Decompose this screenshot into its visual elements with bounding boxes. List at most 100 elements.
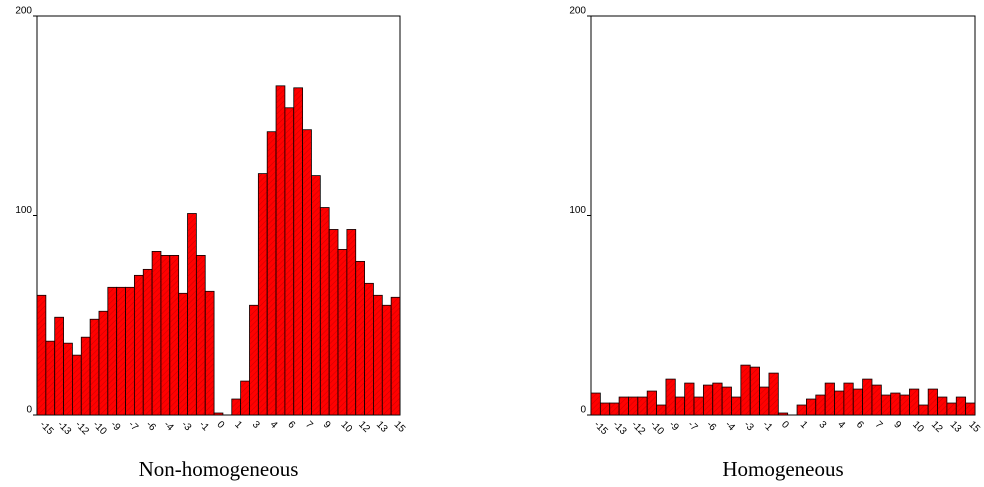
bar-hatch [591,393,601,415]
y-tick-label: 200 [569,6,586,17]
x-tick-label: 1 [798,419,810,431]
x-tick-label: 6 [285,419,297,431]
bar-hatch [37,295,46,415]
x-tick-label: 13 [948,419,964,435]
bar-hatch [862,379,872,415]
bar-hatch [815,395,826,415]
bar-hatch [928,389,938,415]
bar-hatch [759,387,769,415]
x-tick-label: -7 [685,419,699,433]
x-tick-label: -4 [723,419,737,433]
bar-hatch [125,287,135,415]
bar-hatch [900,395,910,415]
y-tick-label: 0 [26,405,32,416]
bar-hatch [134,275,144,415]
bar-hatch [276,85,285,415]
x-tick-label: 15 [392,419,408,435]
x-tick-label: 0 [215,419,227,431]
x-tick-label: -7 [126,419,140,433]
x-tick-label: 9 [321,419,333,431]
bar-hatch [338,249,347,415]
bar-hatch [391,297,400,415]
bar-hatch [311,175,321,415]
bar-hatch [81,337,91,415]
bar-hatch [609,403,620,415]
plot-frame [590,15,976,416]
y-tick-label: 0 [580,405,586,416]
bar-hatch [178,293,188,415]
x-tick-label: -3 [179,419,193,433]
bar-hatch [346,229,356,415]
y-tick-label: 200 [15,6,32,17]
x-tick-label: -12 [629,419,647,437]
x-tick-label: 3 [816,419,828,431]
x-tick-label: 4 [835,419,847,431]
bar-hatch [656,405,666,415]
x-tick-label: 7 [303,419,315,431]
bar-hatch [647,391,657,415]
x-tick-label: 3 [250,419,262,431]
bar-hatch [284,107,294,416]
x-tick-label: 15 [966,419,982,435]
bar-hatch [302,129,312,415]
x-tick-label: -10 [91,419,109,437]
bar-hatch [160,255,170,415]
bar-hatch [890,393,901,415]
bar-hatch [703,385,713,415]
bar-hatch [240,381,250,415]
bar-hatch [740,365,751,415]
bar-hatch [778,413,788,415]
bar-hatch [750,367,760,415]
bar-hatch [54,317,64,415]
bar-hatch [946,403,957,415]
x-tick-label: -1 [760,419,774,433]
bar-hatch [267,131,277,415]
bar-hatch [329,229,339,415]
x-tick-label: -6 [144,419,158,433]
x-tick-label: 10 [910,419,926,435]
bar-hatch [364,283,374,415]
bar-hatch [797,405,807,415]
x-tick-label: -9 [667,419,681,433]
bar-hatch [143,269,153,415]
bar-hatch [637,397,648,415]
x-tick-label: 0 [779,419,791,431]
x-tick-label: 1 [232,419,244,431]
bar-hatch [768,373,779,415]
bar-hatch [90,319,99,415]
x-tick-label: -1 [197,419,211,433]
bar-hatch [355,261,365,415]
bar-hatch [293,87,303,415]
bar-hatch [600,403,610,415]
bar-hatch [320,207,330,415]
x-tick-label: 10 [338,419,354,435]
chart-title: Non-homogeneous [139,457,299,481]
bar-hatch [214,413,223,415]
bar-hatch [965,403,975,415]
bar-hatch [731,397,741,415]
bar-hatch [98,311,108,415]
x-tick-label: 13 [374,419,390,435]
x-tick-label: 4 [268,419,280,431]
x-tick-label: -9 [108,419,122,433]
bar-hatch [619,397,629,415]
bar-hatch [72,355,82,415]
bar-hatch [881,395,891,415]
bar-hatch [722,387,732,415]
bar-hatch [45,341,55,415]
bar-hatch [806,399,816,415]
y-tick-label: 100 [569,205,586,216]
bar-hatch [63,343,73,415]
bar-hatch [909,389,919,415]
bar-hatch [937,397,947,415]
bar-hatch [694,397,704,415]
bar-hatch [152,251,161,415]
x-tick-label: -3 [742,419,756,433]
bar-hatch [231,399,241,415]
x-tick-label: 7 [873,419,885,431]
bar-hatch [825,383,835,415]
bar-hatch [628,397,638,415]
bar-hatch [684,383,695,415]
bar-hatch [675,397,685,415]
bar-hatch [249,305,259,415]
